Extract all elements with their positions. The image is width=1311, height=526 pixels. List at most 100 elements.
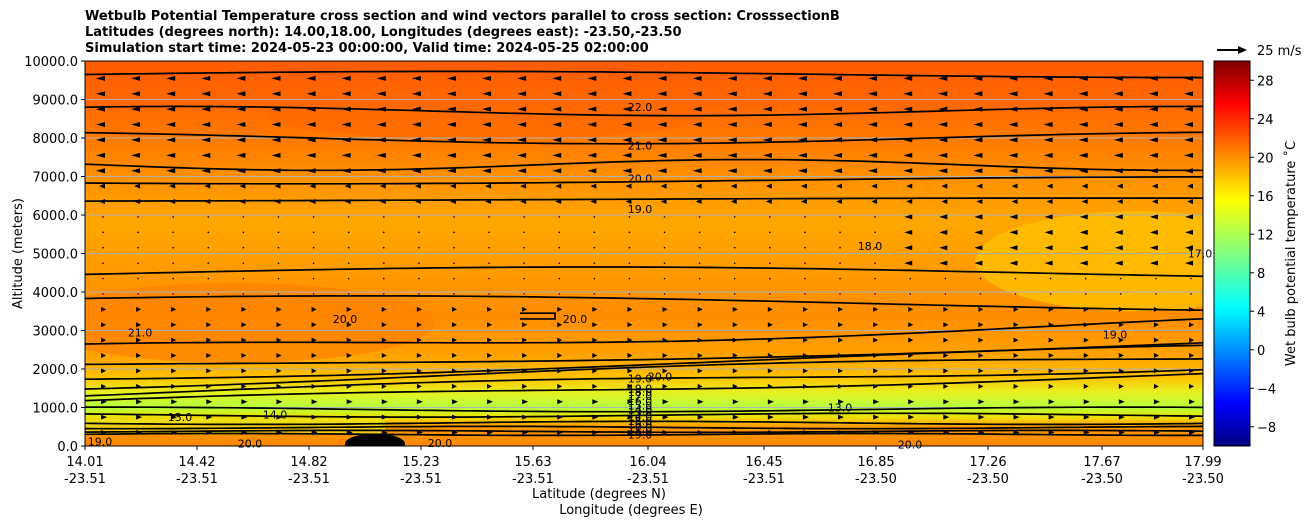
wind-vector xyxy=(697,322,703,328)
wind-vector xyxy=(346,383,352,389)
wind-vector xyxy=(627,430,634,436)
wind-vector xyxy=(1149,214,1158,220)
wind-vector xyxy=(96,122,105,128)
wind-vector xyxy=(1079,260,1088,266)
wind-vector xyxy=(522,353,528,359)
wind-vector xyxy=(797,91,807,97)
wind-vector xyxy=(206,414,213,420)
wind-vector xyxy=(1009,245,1018,251)
wind-vector xyxy=(346,337,352,343)
wind-vector xyxy=(207,246,210,249)
wind-vector xyxy=(973,168,983,174)
wind-vector xyxy=(939,260,948,266)
contour-label: 19.0 xyxy=(88,435,113,448)
wind-vector xyxy=(733,216,736,218)
wind-vector xyxy=(697,430,704,436)
wind-vector xyxy=(102,293,104,295)
wind-vector xyxy=(727,168,737,174)
wind-vector xyxy=(663,293,666,295)
contour-line xyxy=(85,266,1203,278)
wind-vector xyxy=(1113,106,1123,112)
wind-vector xyxy=(692,152,702,158)
wind-vector xyxy=(1148,75,1158,81)
wind-vector xyxy=(697,337,703,343)
wind-vector xyxy=(909,293,912,295)
y-tick-label: 7000.0 xyxy=(33,171,79,186)
wind-vector xyxy=(1120,293,1122,295)
contour-line xyxy=(85,432,1203,437)
colorbar-tick-label: 20 xyxy=(1257,151,1274,166)
wind-vector xyxy=(727,122,737,128)
wind-vector xyxy=(102,231,104,234)
wind-vector xyxy=(1189,337,1194,343)
wind-vector xyxy=(346,399,353,405)
wind-vector xyxy=(1046,183,1053,189)
wind-vector xyxy=(804,216,806,218)
contour-label: 20.0 xyxy=(648,371,673,384)
wind-vector xyxy=(171,383,177,389)
wind-vector xyxy=(274,183,281,189)
wind-vector xyxy=(622,91,632,97)
wind-vector xyxy=(206,322,212,328)
contour-line xyxy=(85,176,1203,185)
wind-vector xyxy=(555,183,562,189)
wind-vector xyxy=(1153,430,1160,436)
wind-vector xyxy=(242,216,245,218)
wind-vector xyxy=(727,137,737,143)
wind-vector xyxy=(416,430,423,436)
wind-vector xyxy=(1148,168,1158,174)
wind-vector xyxy=(733,246,736,249)
colorbar: −8 −4 0 4 8 12 16 20 24 28 Wet bulb potential temp… xyxy=(1213,60,1299,447)
wind-vector xyxy=(627,414,634,420)
wind-vector xyxy=(938,168,948,174)
wind-vector xyxy=(557,414,564,420)
contour-label: 18.0 xyxy=(628,425,653,438)
wind-vector xyxy=(762,137,772,143)
colorbar-tick-label: −4 xyxy=(1257,382,1276,397)
wind-vector xyxy=(1120,277,1122,280)
x-tick-label-lon: -23.51 xyxy=(743,472,785,487)
wind-vector xyxy=(341,106,351,112)
wind-vector xyxy=(839,246,841,249)
wind-vector xyxy=(522,322,528,328)
wind-vector xyxy=(131,137,141,143)
wind-vector xyxy=(692,168,702,174)
wind-vector xyxy=(1184,122,1193,128)
y-tick-label: 1000.0 xyxy=(33,402,79,417)
contour-label: 14.0 xyxy=(263,408,288,421)
wind-vector xyxy=(1081,199,1088,205)
wind-vector xyxy=(523,231,525,234)
wind-vector xyxy=(206,306,212,312)
wind-vector xyxy=(979,293,982,295)
contour-label: 14.0 xyxy=(628,403,653,416)
wind-vector xyxy=(1013,383,1019,389)
wind-vector xyxy=(873,368,879,374)
quiver-key-arrow-head xyxy=(1238,46,1247,54)
wind-vector xyxy=(276,306,282,312)
x-tick-label-lon: -23.51 xyxy=(400,472,442,487)
wind-vector xyxy=(242,231,245,234)
wind-vector xyxy=(804,262,806,264)
wind-vector xyxy=(414,183,421,189)
wind-vector xyxy=(973,106,983,112)
wind-vector xyxy=(767,306,773,312)
wind-vector xyxy=(482,106,492,112)
wind-vector xyxy=(1153,322,1159,328)
wind-vector xyxy=(727,91,737,97)
wind-vector xyxy=(1190,293,1192,295)
wind-vector xyxy=(833,152,843,158)
wind-vector xyxy=(1113,137,1123,143)
wind-vector xyxy=(555,199,562,205)
wind-vector xyxy=(201,122,211,128)
wind-vector xyxy=(873,383,879,389)
wind-vector xyxy=(1118,414,1125,420)
wind-vector xyxy=(730,183,737,189)
wind-vector xyxy=(1189,383,1194,389)
wind-vector xyxy=(453,293,455,295)
wind-vector xyxy=(874,231,876,234)
wind-vector xyxy=(697,399,704,405)
wind-vector xyxy=(938,137,948,143)
wind-vector xyxy=(451,399,458,405)
axes: 0.0 1000.0 2000.0 3000.0 4000.0 5000.0 6000.0 7… xyxy=(11,55,1224,518)
